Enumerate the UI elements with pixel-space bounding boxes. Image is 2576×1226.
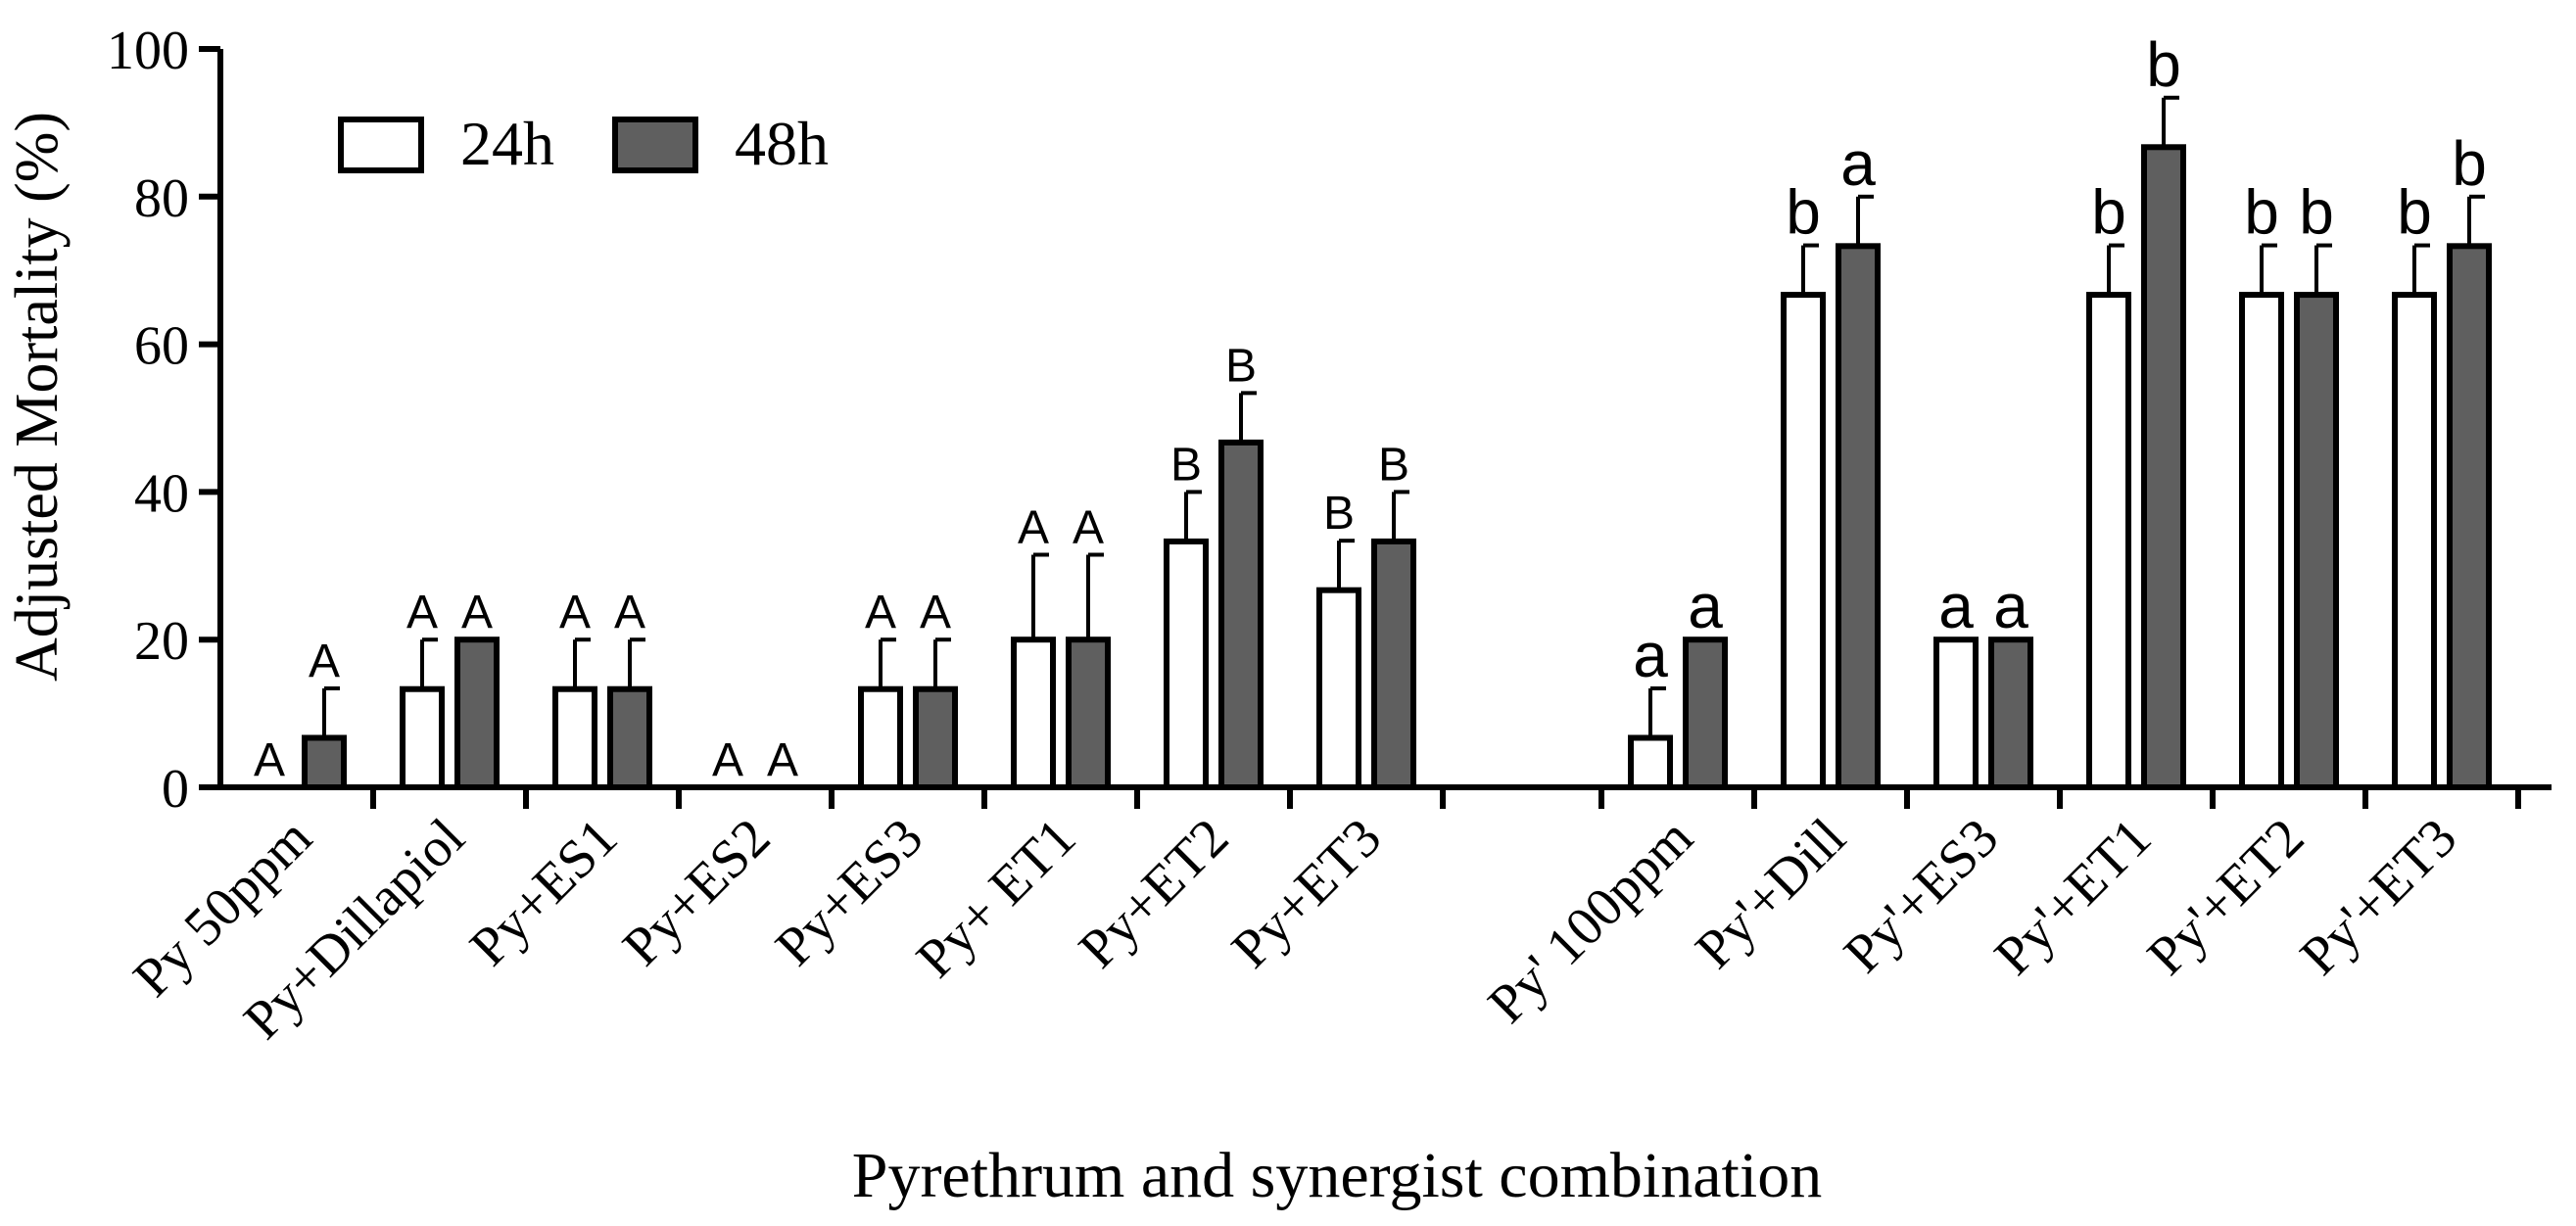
y-tick-label: 100 — [107, 21, 189, 81]
y-tick-label: 80 — [134, 168, 189, 229]
bar-48h-10 — [1836, 243, 1881, 790]
y-axis: 0 20 40 60 80 100 — [107, 21, 223, 820]
bar-48h-9 — [1683, 637, 1728, 791]
x-tick-label: Py'+ET1 — [1983, 807, 2163, 986]
bar-24h-13 — [2239, 292, 2284, 790]
significance-letter: A — [461, 587, 493, 638]
x-tick-label: Py'+ET2 — [2136, 807, 2315, 986]
bar-24h-3 — [552, 685, 597, 791]
legend: 24h 48h — [338, 109, 829, 178]
bar-24h-8 — [1316, 587, 1361, 790]
bar-24h-14 — [2392, 292, 2437, 790]
bar-24h-7 — [1164, 538, 1209, 791]
significance-letter: A — [767, 734, 798, 786]
x-tick-label: Py+ET2 — [1068, 807, 1240, 979]
bar-48h-11 — [1988, 637, 2033, 791]
bar-24h-2 — [400, 685, 445, 791]
significance-letter: B — [1170, 439, 1202, 491]
significance-letter: B — [1323, 488, 1355, 540]
x-tick-label: Py+ES1 — [458, 807, 629, 977]
x-axis: Py 50ppmPy+DillapiolPy+ES1Py+ES2Py+ES3Py… — [122, 784, 2552, 1051]
bar-24h-9 — [1628, 734, 1673, 790]
x-tick-label: Py+ES2 — [611, 807, 782, 977]
x-tick-label: Py'+ET3 — [2289, 807, 2468, 986]
bar-48h-7 — [1218, 439, 1264, 790]
bar-48h-8 — [1371, 538, 1416, 791]
bar-24h-6 — [1011, 637, 1056, 791]
significance-letter: a — [1993, 571, 2028, 641]
bar-48h-2 — [454, 637, 500, 791]
significance-letter: b — [2397, 177, 2432, 248]
y-axis-label: Adjusted Mortality (%) — [4, 112, 71, 682]
bar-24h-12 — [2086, 292, 2131, 790]
significance-letter: b — [2299, 177, 2334, 248]
significance-letter: b — [2244, 177, 2279, 248]
y-tick-label: 40 — [134, 463, 189, 524]
legend-swatch-48h — [612, 117, 698, 173]
significance-letter: b — [2146, 29, 2181, 100]
significance-letter: B — [1378, 439, 1409, 491]
y-tick-label: 60 — [134, 316, 189, 377]
significance-letter: a — [1688, 571, 1723, 641]
significance-letter: A — [865, 587, 896, 638]
bar-48h-13 — [2294, 292, 2339, 790]
significance-letter: A — [614, 587, 645, 638]
y-tick-label: 20 — [134, 611, 189, 672]
legend-swatch-24h — [338, 117, 424, 173]
significance-letter: A — [1018, 501, 1049, 553]
significance-letter: A — [406, 587, 438, 638]
bar-24h-5 — [858, 685, 903, 791]
significance-letter: A — [1073, 501, 1104, 553]
legend-label: 48h — [735, 109, 829, 178]
bar-48h-14 — [2447, 243, 2492, 790]
significance-letter: A — [309, 636, 340, 687]
bar-24h-11 — [1933, 637, 1979, 791]
x-tick-label: Py+ET3 — [1220, 807, 1393, 979]
bar-48h-3 — [607, 685, 652, 791]
legend-label: 24h — [460, 109, 554, 178]
significance-letter: A — [920, 587, 951, 638]
x-tick-label: Py'+Dill — [1684, 807, 1857, 980]
significance-letter: b — [2452, 128, 2487, 199]
y-tick-label: 0 — [162, 759, 189, 820]
x-axis-label: Pyrethrum and synergist combination — [852, 1140, 1822, 1211]
significance-letter: A — [712, 734, 743, 786]
significance-letter: b — [2091, 177, 2126, 248]
significance-letter: b — [1786, 177, 1821, 248]
bar-48h-5 — [913, 685, 958, 791]
significance-letter: a — [1633, 620, 1668, 690]
significance-letter: a — [1840, 128, 1876, 199]
significance-letter: A — [559, 587, 591, 638]
significance-letter: A — [254, 734, 285, 786]
significance-letter: B — [1225, 340, 1257, 392]
x-tick-label: Py+ ET1 — [905, 807, 1087, 989]
bar-48h-12 — [2141, 144, 2186, 791]
x-tick-label: Py+ES3 — [764, 807, 934, 977]
x-tick-label: Py'+ES3 — [1833, 807, 2010, 984]
x-tick-label: Py' 100ppm — [1477, 807, 1704, 1034]
bar-24h-10 — [1781, 292, 1826, 790]
bar-48h-1 — [302, 734, 347, 790]
bar-48h-6 — [1066, 637, 1111, 791]
significance-letter: a — [1938, 571, 1974, 641]
